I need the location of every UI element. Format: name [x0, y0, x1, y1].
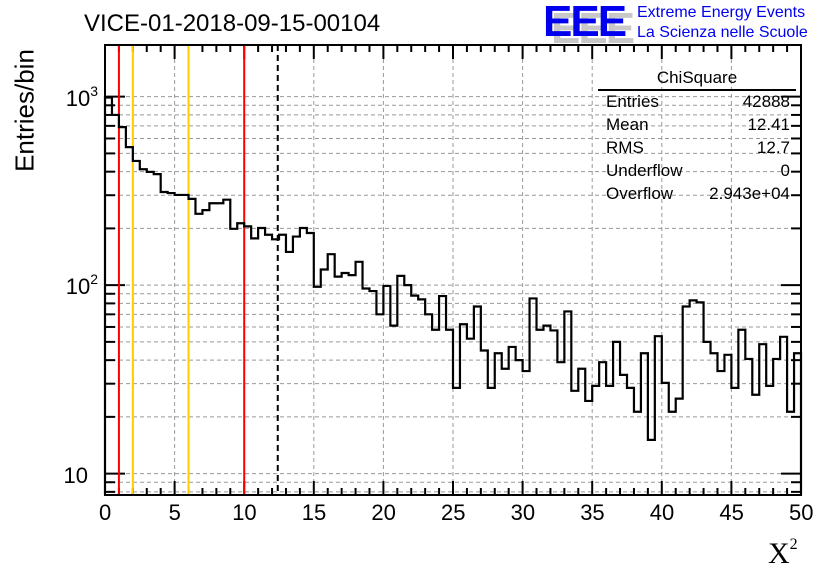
stats-key: Mean	[606, 115, 649, 134]
y-tick-label: 10	[38, 460, 88, 489]
stats-row-rms: RMS 12.7	[598, 137, 798, 160]
x-tick-label: 30	[510, 500, 536, 525]
logo-line1: Extreme Energy Events	[637, 4, 806, 21]
x-axis-label-sup: 2	[789, 536, 798, 553]
stats-key: Overflow	[606, 184, 674, 203]
stats-value: 12.41	[747, 115, 790, 134]
chart-title: VICE-01-2018-09-15-00104	[84, 10, 381, 37]
x-tick-label: 20	[371, 500, 396, 525]
logo-letters: EEE	[543, 0, 627, 46]
x-tick-label: 50	[789, 500, 814, 525]
x-tick-label: 45	[719, 500, 744, 525]
x-tick-label: 15	[301, 500, 327, 525]
y-tick-base: 10	[63, 462, 88, 488]
logo-text: Extreme Energy Events La Scienza nelle S…	[637, 3, 808, 43]
stats-row-overflow: Overflow 2.943e+04	[598, 183, 798, 206]
x-tick-label: 40	[649, 500, 675, 525]
stats-value: 0	[780, 161, 790, 180]
x-axis-label: X2	[768, 536, 798, 571]
logo-line2: La Scienza nelle Scuole	[637, 24, 808, 41]
plot-frame	[104, 44, 802, 496]
y-tick-exp: 2	[90, 271, 98, 288]
x-tick-label: 25	[441, 500, 466, 525]
x-tick-label: 35	[580, 500, 605, 525]
stats-row-entries: Entries 42888	[598, 91, 798, 114]
y-tick-label: 103	[48, 83, 98, 112]
stats-key: Underflow	[606, 161, 683, 180]
x-tick-label: 5	[168, 500, 181, 525]
y-tick-label: 102	[48, 271, 98, 300]
y-tick-base: 10	[65, 274, 91, 300]
stats-value: 12.7	[756, 138, 790, 157]
stats-value: 2.943e+04	[709, 184, 790, 203]
stats-key: Entries	[606, 92, 659, 111]
x-tick-label: 10	[232, 500, 257, 525]
y-tick-base: 10	[65, 85, 91, 111]
stats-row-mean: Mean 12.41	[598, 114, 798, 137]
stats-key: RMS	[606, 138, 644, 157]
x-axis-label-base: X	[768, 537, 790, 570]
y-axis-label: Entries/bin	[9, 49, 40, 172]
eee-logo: EEE	[543, 0, 639, 46]
stats-title: ChiSquare	[598, 68, 796, 91]
y-tick-exp: 3	[90, 82, 98, 99]
stats-row-underflow: Underflow 0	[598, 160, 798, 183]
x-tick-label: 0	[99, 500, 112, 525]
stats-value: 42888	[742, 92, 790, 111]
histogram-line	[103, 96, 803, 495]
stats-box: ChiSquare Entries 42888 Mean 12.41 RMS 12.7…	[598, 68, 798, 206]
